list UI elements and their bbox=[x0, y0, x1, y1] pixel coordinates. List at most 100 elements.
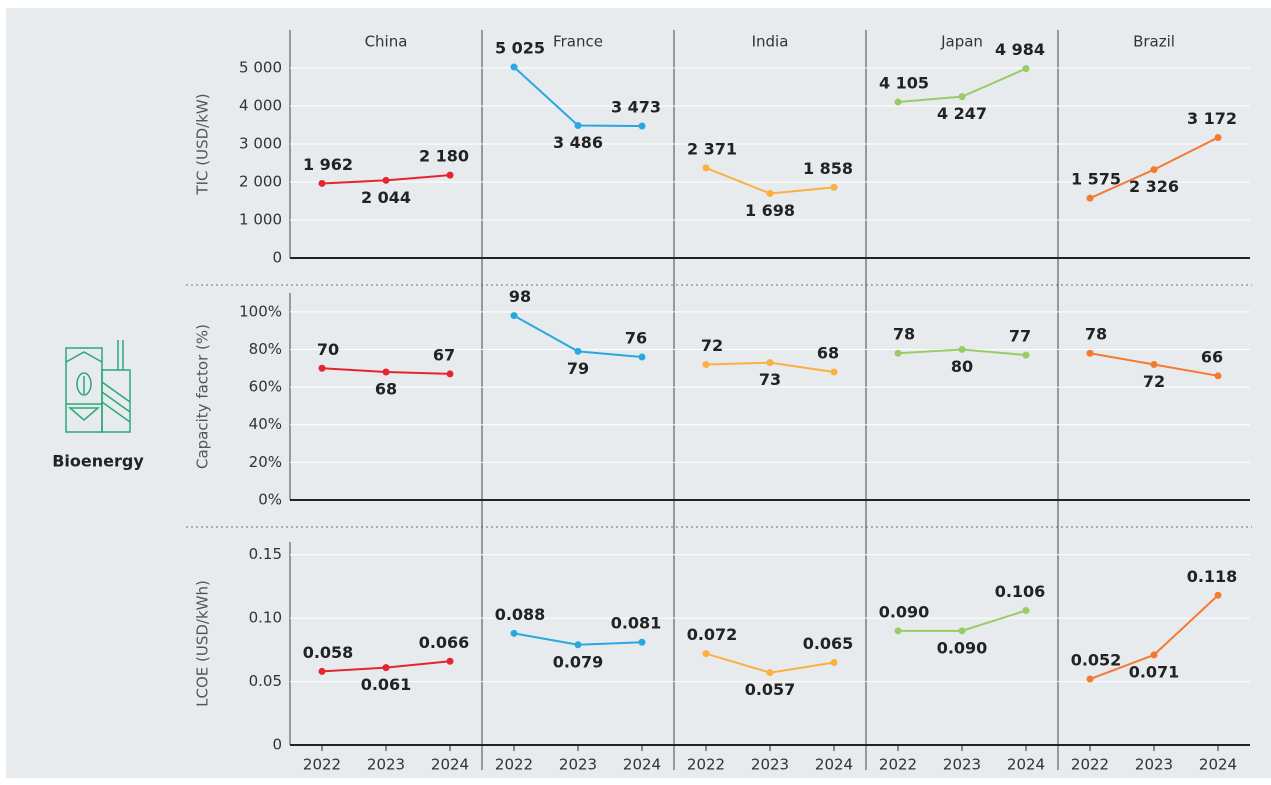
point bbox=[382, 664, 390, 672]
y-tick-label: 100% bbox=[239, 302, 282, 320]
x-tick-label: 2023 bbox=[1135, 756, 1173, 774]
x-tick-label: 2023 bbox=[751, 756, 789, 774]
point bbox=[894, 98, 902, 106]
point bbox=[894, 349, 902, 357]
y-tick-label: 1 000 bbox=[239, 211, 282, 229]
value-label: 1 575 bbox=[1071, 170, 1121, 189]
value-label: 72 bbox=[701, 336, 723, 355]
panel-title: China bbox=[365, 33, 408, 51]
value-label: 2 044 bbox=[361, 188, 411, 207]
y-tick-label: 20% bbox=[249, 453, 282, 471]
point bbox=[318, 179, 326, 187]
value-label: 2 180 bbox=[419, 147, 469, 166]
x-tick-label: 2022 bbox=[495, 756, 533, 774]
value-label: 1 962 bbox=[303, 155, 353, 174]
point bbox=[1214, 133, 1222, 141]
value-label: 70 bbox=[317, 340, 339, 359]
value-label: 98 bbox=[509, 287, 531, 306]
value-label: 2 371 bbox=[687, 139, 737, 158]
point bbox=[1214, 372, 1222, 380]
x-tick-label: 2023 bbox=[943, 756, 981, 774]
value-label: 0.057 bbox=[745, 680, 796, 699]
value-label: 5 025 bbox=[495, 39, 545, 58]
point bbox=[574, 641, 582, 649]
point bbox=[446, 171, 454, 179]
point bbox=[766, 189, 774, 197]
point bbox=[1150, 651, 1158, 659]
point bbox=[638, 353, 646, 361]
point bbox=[702, 650, 710, 658]
x-tick-label: 2023 bbox=[559, 756, 597, 774]
x-tick-label: 2022 bbox=[687, 756, 725, 774]
point bbox=[766, 669, 774, 677]
value-label: 0.088 bbox=[495, 605, 546, 624]
point bbox=[446, 657, 454, 665]
y-tick-label: 0.15 bbox=[249, 545, 282, 563]
point bbox=[510, 312, 518, 320]
value-label: 0.065 bbox=[803, 634, 854, 653]
x-tick-label: 2022 bbox=[1071, 756, 1109, 774]
value-label: 2 326 bbox=[1129, 177, 1179, 196]
point bbox=[446, 370, 454, 378]
y-tick-label: 0.10 bbox=[249, 609, 282, 627]
x-tick-label: 2024 bbox=[1199, 756, 1237, 774]
x-tick-label: 2023 bbox=[367, 756, 405, 774]
point bbox=[382, 176, 390, 184]
y-tick-label: 80% bbox=[249, 340, 282, 358]
panel-title: France bbox=[553, 33, 603, 51]
point bbox=[958, 627, 966, 635]
value-label: 68 bbox=[375, 380, 397, 399]
y-axis-label: LCOE (USD/kWh) bbox=[194, 580, 212, 707]
y-tick-label: 0.05 bbox=[249, 672, 282, 690]
value-label: 0.066 bbox=[419, 633, 470, 652]
point bbox=[702, 361, 710, 369]
value-label: 3 172 bbox=[1187, 109, 1237, 128]
value-label: 0.081 bbox=[611, 614, 662, 633]
value-label: 78 bbox=[893, 325, 915, 344]
point bbox=[1214, 591, 1222, 599]
value-label: 0.090 bbox=[879, 602, 930, 621]
x-tick-label: 2022 bbox=[879, 756, 917, 774]
x-tick-label: 2024 bbox=[815, 756, 853, 774]
point bbox=[958, 93, 966, 101]
value-label: 0.052 bbox=[1071, 651, 1122, 670]
value-label: 0.061 bbox=[361, 675, 412, 694]
point bbox=[1022, 607, 1030, 615]
value-label: 0.106 bbox=[995, 582, 1046, 601]
value-label: 3 473 bbox=[611, 98, 661, 117]
x-tick-label: 2024 bbox=[1007, 756, 1045, 774]
value-label: 1 858 bbox=[803, 159, 853, 178]
technology-label: Bioenergy bbox=[52, 452, 144, 471]
y-tick-label: 0 bbox=[272, 736, 282, 754]
value-label: 67 bbox=[433, 345, 455, 364]
value-label: 0.072 bbox=[687, 625, 738, 644]
point bbox=[318, 364, 326, 372]
bioenergy-icon bbox=[65, 340, 131, 433]
value-label: 3 486 bbox=[553, 133, 603, 152]
x-tick-label: 2022 bbox=[303, 756, 341, 774]
panel-title: India bbox=[752, 33, 789, 51]
point bbox=[318, 667, 326, 675]
value-label: 0.071 bbox=[1129, 662, 1180, 681]
y-tick-label: 40% bbox=[249, 415, 282, 433]
point bbox=[574, 347, 582, 355]
value-label: 80 bbox=[951, 357, 973, 376]
y-axis-label: Capacity factor (%) bbox=[194, 324, 212, 469]
x-tick-label: 2024 bbox=[431, 756, 469, 774]
point bbox=[574, 122, 582, 130]
value-label: 4 247 bbox=[937, 104, 987, 123]
value-label: 1 698 bbox=[745, 201, 795, 220]
y-tick-label: 0 bbox=[272, 249, 282, 267]
point bbox=[638, 122, 646, 130]
value-label: 0.079 bbox=[553, 652, 604, 671]
point bbox=[1086, 675, 1094, 683]
point bbox=[1086, 194, 1094, 202]
point bbox=[510, 629, 518, 637]
point bbox=[894, 627, 902, 635]
point bbox=[958, 345, 966, 353]
point bbox=[510, 63, 518, 71]
y-tick-label: 4 000 bbox=[239, 97, 282, 115]
y-tick-label: 60% bbox=[249, 378, 282, 396]
point bbox=[382, 368, 390, 376]
